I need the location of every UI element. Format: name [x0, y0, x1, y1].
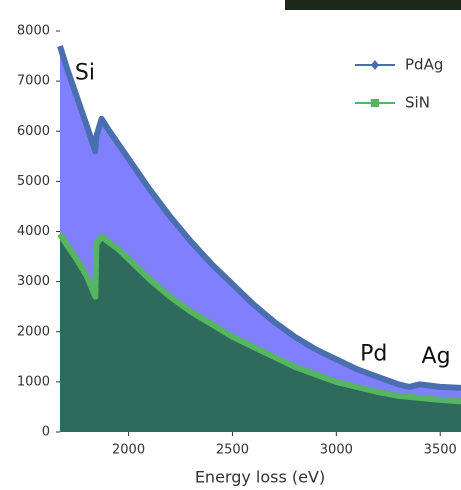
line	[57, 232, 461, 405]
annotation: Ag	[422, 344, 451, 369]
legend-label: PdAg	[405, 56, 443, 74]
y-tick-label: 2000	[17, 324, 50, 339]
annotation: Pd	[360, 341, 387, 366]
y-tick-label: 7000	[17, 74, 50, 89]
y-tick-label: 8000	[17, 24, 50, 39]
y-tick-label: 6000	[17, 124, 50, 139]
line	[57, 45, 461, 391]
y-tick-label: 3000	[17, 274, 50, 289]
y-tick-label: 0	[42, 425, 50, 440]
annotation: Si	[75, 61, 95, 86]
x-axis-label: Energy loss (eV)	[195, 468, 325, 487]
legend-marker	[371, 60, 379, 70]
y-tick-label: 4000	[17, 224, 50, 239]
legend-label: SiN	[405, 94, 430, 112]
x-tick-label: 3000	[320, 443, 353, 458]
y-tick-label: 1000	[17, 374, 50, 389]
x-tick-label: 2500	[216, 443, 249, 458]
y-tick-label: 5000	[17, 174, 50, 189]
x-tick-label: 3500	[424, 443, 457, 458]
area	[60, 234, 461, 432]
x-tick-label: 2000	[112, 443, 145, 458]
image-strip	[285, 0, 461, 10]
legend-marker	[371, 99, 379, 107]
